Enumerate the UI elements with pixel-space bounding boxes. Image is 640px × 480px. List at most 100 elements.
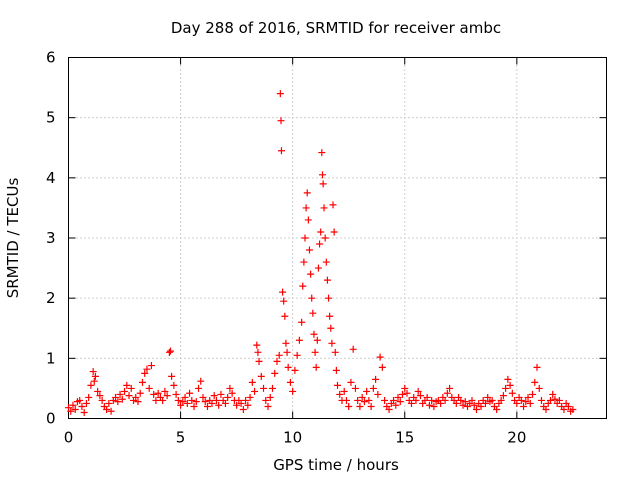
data-point	[242, 396, 250, 404]
data-point	[217, 390, 225, 398]
data-point	[228, 389, 236, 397]
data-point	[279, 288, 287, 296]
data-point	[533, 363, 541, 371]
data-point	[301, 234, 309, 242]
data-point	[347, 378, 355, 386]
data-point	[443, 389, 451, 397]
data-point	[488, 396, 496, 404]
data-point	[85, 393, 93, 401]
data-point	[293, 351, 301, 359]
data-point	[186, 389, 194, 397]
data-point	[320, 204, 328, 212]
data-point	[430, 402, 438, 410]
data-point	[313, 336, 321, 344]
data-point	[233, 401, 241, 409]
data-point	[112, 393, 120, 401]
data-point	[147, 362, 155, 370]
data-point	[569, 405, 577, 413]
data-point	[96, 392, 104, 400]
data-point	[192, 398, 200, 406]
data-point	[300, 258, 308, 266]
data-point	[239, 405, 247, 413]
data-point	[163, 392, 171, 400]
data-point	[351, 384, 359, 392]
data-point	[468, 396, 476, 404]
chart-title: Day 288 of 2016, SRMTID for receiver amb…	[171, 19, 501, 37]
data-point	[311, 348, 319, 356]
data-point	[82, 399, 90, 407]
data-point	[280, 297, 288, 305]
data-point	[365, 396, 373, 404]
data-point	[276, 90, 284, 98]
data-point	[326, 312, 334, 320]
data-point	[254, 348, 262, 356]
data-point	[90, 377, 98, 385]
data-point	[246, 393, 254, 401]
data-point	[529, 390, 537, 398]
x-axis-label: GPS time / hours	[273, 456, 399, 474]
data-point	[367, 402, 375, 410]
data-point	[316, 240, 324, 248]
data-point	[332, 366, 340, 374]
data-point	[212, 396, 220, 404]
data-point	[340, 387, 348, 395]
y-tick-label: 5	[46, 109, 56, 127]
data-point	[319, 180, 327, 188]
y-axis-label: SRMTID / TECUs	[4, 178, 22, 299]
data-point	[203, 402, 211, 410]
data-point	[390, 396, 398, 404]
data-point	[437, 399, 445, 407]
data-point	[154, 389, 162, 397]
data-point	[414, 387, 422, 395]
y-tick-label: 2	[46, 289, 56, 307]
data-point	[224, 393, 232, 401]
x-tick-label: 0	[64, 429, 74, 447]
data-point	[560, 405, 568, 413]
data-point	[327, 324, 335, 332]
data-point	[522, 398, 530, 406]
data-point	[504, 375, 512, 383]
data-point	[392, 401, 400, 409]
data-point	[291, 366, 299, 374]
data-point	[334, 381, 341, 389]
data-point	[542, 405, 550, 413]
data-point	[161, 387, 169, 395]
data-point	[266, 393, 274, 401]
data-point	[253, 341, 261, 349]
data-point	[118, 395, 126, 403]
data-point	[179, 398, 187, 406]
data-point	[91, 372, 99, 380]
data-point	[325, 294, 333, 302]
data-point	[190, 402, 198, 410]
data-point	[289, 387, 297, 395]
data-point	[277, 147, 285, 155]
data-point	[403, 389, 411, 397]
data-point	[159, 396, 167, 404]
data-point	[517, 396, 525, 404]
data-point	[105, 399, 113, 407]
data-point	[314, 264, 322, 272]
x-tick-label: 20	[507, 429, 526, 447]
data-point	[416, 392, 424, 400]
data-point	[264, 402, 272, 410]
data-point	[284, 363, 292, 371]
data-point	[531, 378, 539, 386]
data-point	[71, 405, 79, 413]
data-point	[150, 390, 158, 398]
data-point	[535, 384, 543, 392]
data-point	[472, 405, 480, 413]
data-point	[524, 393, 532, 401]
y-tick-label: 1	[46, 349, 56, 367]
data-point	[354, 396, 362, 404]
data-point	[132, 393, 140, 401]
data-point	[281, 312, 289, 320]
data-point	[143, 365, 151, 373]
data-point	[564, 402, 572, 410]
data-point	[166, 347, 174, 355]
data-point	[312, 363, 320, 371]
data-point	[165, 348, 173, 356]
data-point	[116, 390, 124, 398]
data-point	[461, 398, 469, 406]
data-point	[226, 384, 234, 392]
